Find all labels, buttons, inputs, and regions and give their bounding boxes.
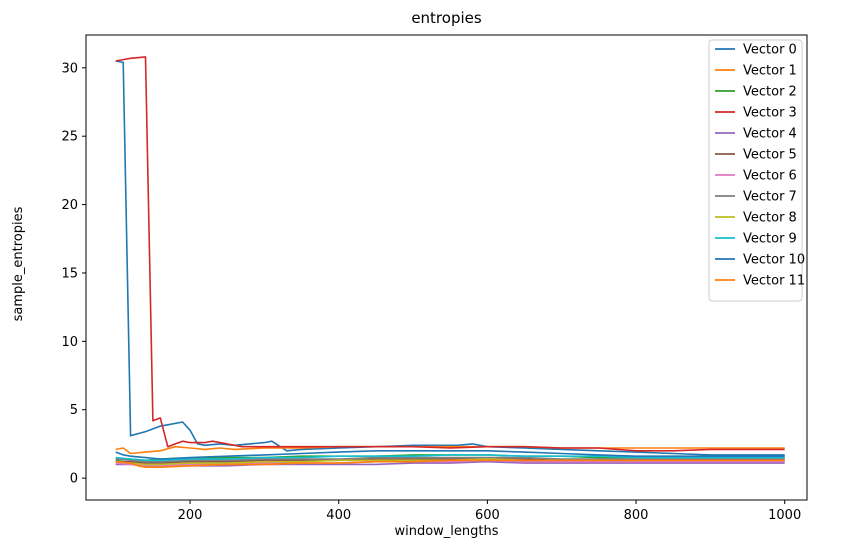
- legend-label: Vector 11: [743, 274, 805, 289]
- legend-label: Vector 8: [743, 211, 797, 226]
- x-tick-label: 800: [624, 508, 649, 523]
- y-tick-label: 15: [61, 266, 78, 281]
- series-line-vector-3: [115, 56, 785, 452]
- y-tick-label: 25: [61, 130, 78, 145]
- axes-frame: [85, 34, 808, 501]
- legend-label: Vector 7: [743, 190, 797, 205]
- series-line-vector-7: [115, 456, 785, 463]
- legend-label: Vector 9: [743, 232, 797, 247]
- x-tick-label: 200: [178, 508, 203, 523]
- x-tick-label: 1000: [768, 508, 801, 523]
- plot-area: [115, 56, 785, 468]
- legend-label: Vector 5: [743, 148, 797, 163]
- x-tick-label: 400: [326, 508, 351, 523]
- y-tick-label: 5: [70, 403, 78, 418]
- legend-label: Vector 2: [743, 85, 797, 100]
- legend-box: [708, 39, 803, 302]
- legend-label: Vector 0: [743, 43, 797, 58]
- y-tick-label: 0: [70, 472, 78, 487]
- y-tick-label: 10: [61, 335, 78, 350]
- y-axis: 0 5 10 15 20 25 30: [61, 61, 86, 487]
- legend-label: Vector 3: [743, 106, 797, 121]
- legend-label: Vector 1: [743, 64, 797, 79]
- y-axis-label: sample_entropies: [11, 206, 26, 321]
- series-line-vector-11: [115, 459, 785, 468]
- legend-label: Vector 4: [743, 127, 797, 142]
- series-line-vector-10: [115, 450, 785, 460]
- legend-label: Vector 10: [743, 253, 805, 268]
- y-tick-label: 30: [61, 61, 78, 76]
- legend-label: Vector 6: [743, 169, 797, 184]
- x-axis: 200 400 600 800 1000: [178, 500, 801, 523]
- y-tick-label: 20: [61, 198, 78, 213]
- chart-title: entropies: [411, 9, 482, 27]
- x-tick-label: 600: [475, 508, 500, 523]
- legend: Vector 0 Vector 1 Vector 2 Vector 3 Vector 4…: [708, 39, 805, 302]
- x-axis-label: window_lengths: [394, 524, 498, 539]
- series-line-vector-9: [115, 454, 785, 462]
- series-line-vector-0: [115, 60, 785, 456]
